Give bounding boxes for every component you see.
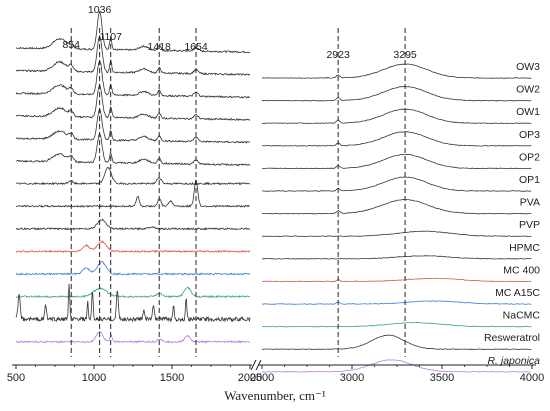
series-line-left (15, 83, 251, 122)
series-trace (15, 60, 532, 124)
peak-label: 3295 (393, 49, 417, 61)
series-label: R. japonica (487, 355, 540, 367)
series-label: PVA (520, 197, 540, 209)
series-line-right (261, 85, 532, 102)
series-label: NaCMC (503, 310, 541, 322)
peak-label: 1036 (88, 4, 112, 16)
series-trace (15, 260, 532, 305)
series-label: OW2 (516, 84, 540, 96)
series-line-right (261, 63, 532, 79)
series-trace (15, 331, 532, 373)
x-tick-label: 2500 (250, 372, 274, 384)
x-tick-label: 2000 (238, 372, 262, 384)
x-tick-label: 3500 (430, 372, 454, 384)
series-label: MC A15C (495, 287, 540, 299)
series-line-right (262, 321, 532, 328)
series-line-right (261, 230, 532, 237)
x-axis-title: Wavenumber, cm⁻¹ (224, 388, 326, 403)
x-tick-label: 500 (7, 372, 25, 384)
series-line-left (15, 283, 251, 323)
series-line-right (262, 198, 532, 215)
series-line-left (15, 179, 250, 208)
series-line-right (261, 131, 532, 147)
series-line-left (16, 133, 251, 167)
axis-break-mark (250, 359, 257, 371)
peak-label: 1107 (99, 31, 122, 43)
series-line-right (261, 153, 532, 170)
series-trace (15, 286, 532, 328)
series-trace (15, 179, 532, 237)
series-trace (15, 10, 532, 79)
series-labels: OW3 OW2 OW1 OP3 OP2 OP1 PVA PVP HPMC MC 400 MC A15… (484, 61, 540, 367)
series-line-left (16, 34, 251, 76)
peak-reference-lines: 854 1036 1107 1418 1654 2923 3295 (62, 4, 417, 357)
series-label: OP1 (519, 174, 540, 186)
series-line-right (261, 359, 532, 373)
series-trace (15, 239, 532, 283)
peak-label: 1418 (148, 41, 172, 53)
series-trace (15, 83, 532, 147)
series-line-left (15, 239, 251, 254)
series-trace (16, 34, 532, 102)
series-line-left (15, 166, 251, 186)
series-line-left (15, 108, 250, 144)
series-trace (16, 133, 532, 192)
spectra-traces (15, 10, 532, 373)
series-line-right (261, 255, 532, 260)
series-label: Resweratrol (484, 332, 540, 344)
series-line-left (15, 218, 251, 231)
series-line-left (15, 260, 251, 276)
peak-label: 2923 (326, 49, 350, 61)
peak-label: 854 (62, 39, 80, 51)
series-label: HPMC (509, 242, 540, 254)
series-label: OP3 (519, 129, 540, 141)
axis-break-mark (255, 359, 262, 371)
series-trace (15, 108, 532, 170)
series-line-left (15, 10, 251, 54)
series-line-right (261, 300, 532, 305)
series-label: OW1 (516, 106, 540, 118)
x-tick-label: 1000 (82, 372, 106, 384)
series-line-left (15, 60, 250, 99)
series-line-left (15, 331, 251, 344)
series-line-left (15, 286, 251, 299)
series-label: MC 400 (503, 264, 540, 276)
series-label: OP2 (519, 151, 540, 163)
x-tick-label: 4000 (520, 372, 544, 384)
x-tick-label: 3000 (340, 372, 364, 384)
series-line-right (261, 334, 532, 350)
series-trace (15, 218, 532, 260)
series-line-right (261, 277, 532, 283)
series-line-right (261, 108, 532, 124)
series-trace (15, 283, 532, 350)
series-line-right (261, 176, 532, 192)
peak-label: 1654 (184, 41, 208, 53)
series-label: OW3 (516, 61, 540, 73)
x-tick-label: 1500 (160, 372, 184, 384)
series-label: PVP (519, 219, 540, 231)
series-trace (15, 166, 532, 215)
